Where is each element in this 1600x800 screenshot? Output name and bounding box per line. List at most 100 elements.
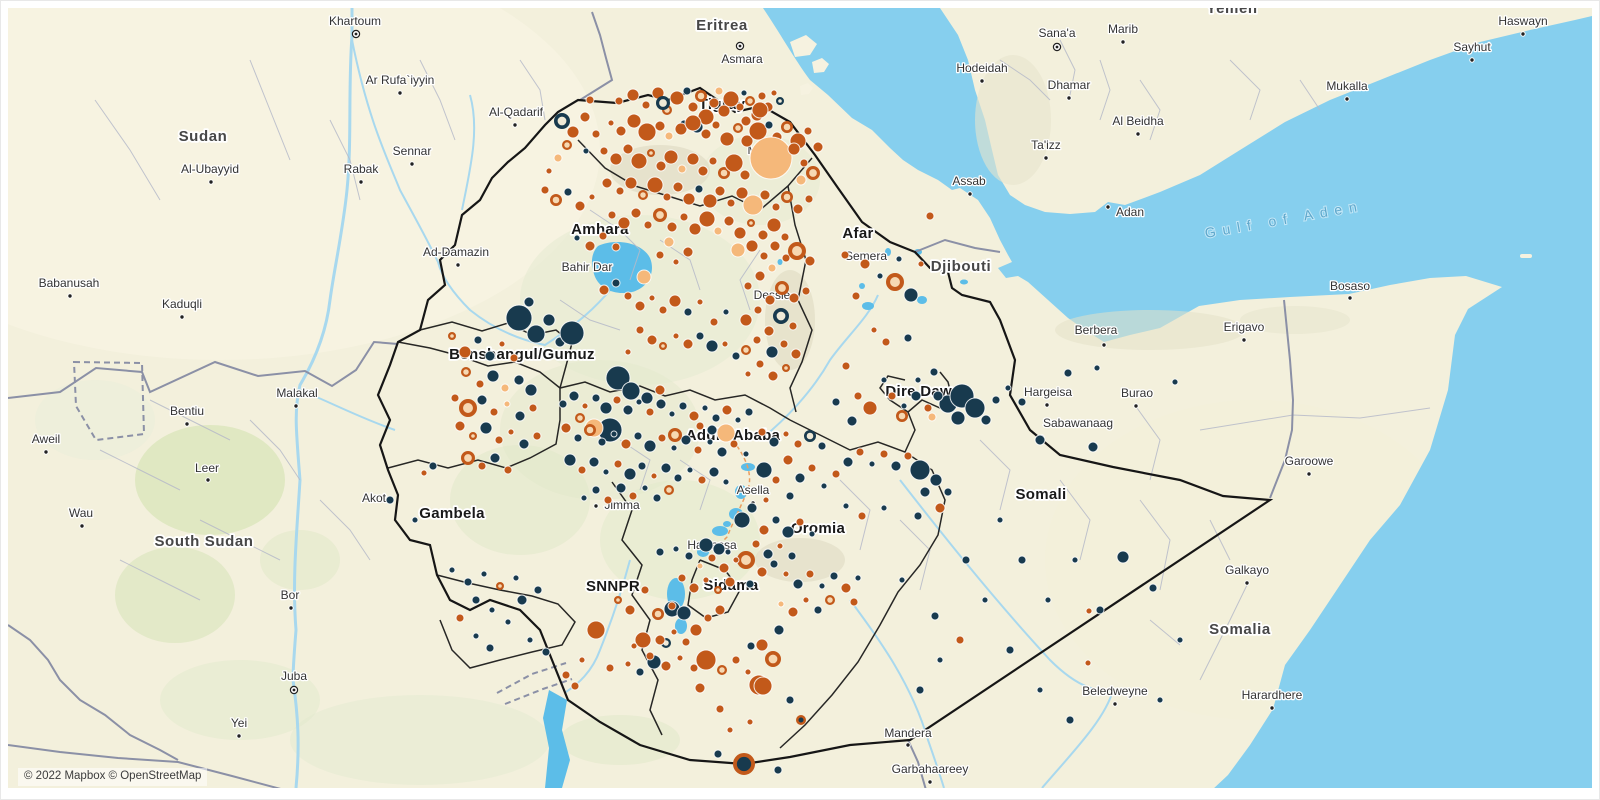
event-point[interactable] bbox=[696, 562, 704, 570]
event-point[interactable] bbox=[840, 582, 852, 594]
event-point[interactable] bbox=[767, 263, 777, 273]
event-point[interactable] bbox=[805, 569, 815, 579]
event-point[interactable] bbox=[662, 192, 672, 202]
event-point[interactable] bbox=[637, 461, 647, 471]
event-point[interactable] bbox=[562, 140, 572, 150]
event-point[interactable] bbox=[654, 634, 666, 646]
event-point[interactable] bbox=[568, 390, 580, 402]
event-point[interactable] bbox=[757, 91, 767, 101]
event-point[interactable] bbox=[722, 308, 730, 316]
event-point[interactable] bbox=[767, 370, 779, 382]
event-point[interactable] bbox=[775, 281, 790, 296]
event-point[interactable] bbox=[615, 125, 627, 137]
event-point[interactable] bbox=[744, 407, 754, 417]
event-point[interactable] bbox=[646, 176, 664, 194]
event-point[interactable] bbox=[558, 399, 568, 409]
event-point[interactable] bbox=[636, 269, 652, 285]
event-point[interactable] bbox=[385, 495, 395, 505]
event-point[interactable] bbox=[929, 473, 943, 487]
event-point[interactable] bbox=[597, 437, 607, 447]
event-point[interactable] bbox=[669, 90, 685, 106]
event-point[interactable] bbox=[1085, 607, 1093, 615]
event-point[interactable] bbox=[488, 606, 496, 614]
event-point[interactable] bbox=[812, 141, 824, 153]
event-point[interactable] bbox=[1071, 556, 1079, 564]
event-point[interactable] bbox=[734, 416, 742, 424]
event-point[interactable] bbox=[578, 656, 586, 664]
event-point[interactable] bbox=[735, 102, 745, 112]
event-point[interactable] bbox=[807, 463, 817, 473]
event-point[interactable] bbox=[469, 432, 478, 441]
event-point[interactable] bbox=[714, 185, 726, 197]
event-point[interactable] bbox=[880, 504, 888, 512]
event-point[interactable] bbox=[695, 421, 705, 431]
event-point[interactable] bbox=[684, 114, 702, 132]
event-point[interactable] bbox=[890, 460, 902, 472]
event-point[interactable] bbox=[733, 226, 747, 240]
event-point[interactable] bbox=[658, 305, 668, 315]
event-point[interactable] bbox=[787, 606, 799, 618]
event-point[interactable] bbox=[591, 485, 601, 495]
event-point[interactable] bbox=[919, 486, 931, 498]
event-point[interactable] bbox=[580, 494, 588, 502]
event-point[interactable] bbox=[605, 365, 631, 391]
event-point[interactable] bbox=[664, 485, 674, 495]
event-point[interactable] bbox=[610, 430, 618, 438]
event-point[interactable] bbox=[706, 438, 714, 446]
event-point[interactable] bbox=[1034, 434, 1046, 446]
event-point[interactable] bbox=[714, 604, 726, 616]
event-point[interactable] bbox=[718, 562, 730, 574]
event-point[interactable] bbox=[660, 660, 672, 672]
event-point[interactable] bbox=[694, 89, 707, 102]
event-point[interactable] bbox=[657, 433, 667, 443]
event-point[interactable] bbox=[746, 718, 754, 726]
event-point[interactable] bbox=[668, 410, 676, 418]
event-point[interactable] bbox=[641, 484, 649, 492]
event-point[interactable] bbox=[753, 305, 763, 315]
event-point[interactable] bbox=[505, 304, 533, 332]
event-point[interactable] bbox=[769, 559, 779, 569]
event-point[interactable] bbox=[855, 447, 865, 457]
event-point[interactable] bbox=[932, 390, 944, 402]
event-point[interactable] bbox=[582, 147, 590, 155]
event-point[interactable] bbox=[614, 96, 624, 106]
event-point[interactable] bbox=[751, 101, 769, 119]
event-point[interactable] bbox=[898, 576, 906, 584]
event-point[interactable] bbox=[739, 313, 753, 327]
event-point[interactable] bbox=[684, 551, 694, 561]
event-point[interactable] bbox=[579, 111, 591, 123]
event-point[interactable] bbox=[804, 194, 814, 204]
event-point[interactable] bbox=[744, 668, 752, 676]
event-point[interactable] bbox=[719, 131, 735, 147]
event-point[interactable] bbox=[717, 104, 731, 118]
event-point[interactable] bbox=[1063, 368, 1073, 378]
event-point[interactable] bbox=[615, 186, 625, 196]
event-point[interactable] bbox=[628, 491, 638, 501]
event-point[interactable] bbox=[726, 726, 734, 734]
event-point[interactable] bbox=[503, 465, 513, 475]
event-point[interactable] bbox=[1087, 441, 1099, 453]
event-point[interactable] bbox=[782, 430, 790, 438]
event-point[interactable] bbox=[724, 576, 736, 588]
event-point[interactable] bbox=[895, 410, 908, 423]
event-point[interactable] bbox=[876, 272, 884, 280]
event-point[interactable] bbox=[742, 194, 764, 216]
event-point[interactable] bbox=[741, 345, 751, 355]
event-point[interactable] bbox=[739, 169, 751, 181]
event-point[interactable] bbox=[733, 123, 743, 133]
event-point[interactable] bbox=[740, 134, 754, 148]
event-point[interactable] bbox=[751, 539, 761, 549]
event-point[interactable] bbox=[759, 189, 771, 201]
event-point[interactable] bbox=[512, 574, 520, 582]
event-point[interactable] bbox=[677, 573, 687, 583]
event-point[interactable] bbox=[936, 656, 944, 664]
event-point[interactable] bbox=[731, 655, 741, 665]
event-point[interactable] bbox=[668, 428, 683, 443]
event-point[interactable] bbox=[887, 391, 897, 401]
event-point[interactable] bbox=[1017, 555, 1027, 565]
event-point[interactable] bbox=[730, 242, 746, 258]
event-point[interactable] bbox=[420, 469, 428, 477]
event-point[interactable] bbox=[909, 459, 931, 481]
event-point[interactable] bbox=[677, 164, 687, 174]
event-point[interactable] bbox=[540, 185, 550, 195]
